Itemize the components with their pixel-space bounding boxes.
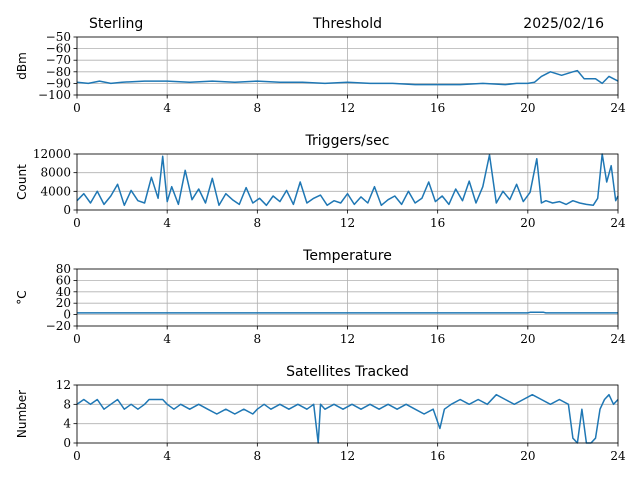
triggers-ytick-label: 4000 <box>40 184 71 198</box>
threshold-ytick-label: −60 <box>46 42 71 56</box>
temperature-series-line <box>77 311 618 314</box>
temperature-xtick-label: 24 <box>610 332 626 346</box>
satellites-xtick-label: 4 <box>163 449 171 463</box>
triggers-xtick-label: 8 <box>254 216 262 230</box>
satellites-title: Satellites Tracked <box>286 364 409 380</box>
threshold-series-line <box>76 69 619 86</box>
temperature-xtick-label: 4 <box>163 332 171 346</box>
threshold-xtick-label: 12 <box>340 101 355 115</box>
threshold-xtick-label: 24 <box>610 101 626 115</box>
threshold-ytick-label: −70 <box>46 53 71 67</box>
satellites-xtick-label: 8 <box>254 449 262 463</box>
temperature-ytick-label: 40 <box>56 285 71 299</box>
satellites-xtick-label: 0 <box>73 449 81 463</box>
chart-panels: 0 4 8 12 16 20 24 −100−90−80−70−60−50 Threshold d… <box>15 16 626 463</box>
threshold-xtick-label: 4 <box>163 101 171 115</box>
triggers-xtick-label: 0 <box>73 216 81 230</box>
temperature-xtick-label: 8 <box>254 332 262 346</box>
temperature-ytick-label: 80 <box>56 262 71 276</box>
triggers-series-line <box>76 153 619 207</box>
satellites-xtick-label: 24 <box>610 449 626 463</box>
satellites-panel: 0 4 8 12 16 20 24 0 4 8 12 Satellites Tracked Number <box>15 364 626 463</box>
triggers-xtick-label: 16 <box>430 216 445 230</box>
satellites-ylabel: Number <box>15 390 29 438</box>
station-name: Sterling <box>89 16 143 32</box>
temperature-xtick-label: 16 <box>430 332 445 346</box>
satellites-xtick-label: 16 <box>430 449 445 463</box>
temperature-ytick-label: 60 <box>56 273 71 287</box>
satellites-ytick-label: 4 <box>63 417 71 431</box>
triggers-xtick-label: 20 <box>520 216 535 230</box>
triggers-ylabel: Count <box>15 164 29 200</box>
threshold-ytick-label: −80 <box>46 65 71 79</box>
triggers-ytick-label: 8000 <box>40 166 71 180</box>
satellites-ytick-label: 12 <box>56 378 71 392</box>
temperature-xtick-label: 20 <box>520 332 535 346</box>
temperature-ytick-label: −20 <box>46 319 71 333</box>
threshold-ylabel: dBm <box>15 52 29 80</box>
satellites-xtick-label: 12 <box>340 449 355 463</box>
report-date: 2025/02/16 <box>523 16 604 32</box>
threshold-xtick-label: 16 <box>430 101 445 115</box>
satellites-ytick-label: 8 <box>63 397 71 411</box>
temperature-ytick-label: 20 <box>56 296 71 310</box>
threshold-ytick-label: −50 <box>46 30 71 44</box>
threshold-panel: 0 4 8 12 16 20 24 −100−90−80−70−60−50 Threshold d… <box>15 16 626 115</box>
triggers-panel: 0 4 8 12 16 20 24 0 4000 8000 12000 Triggers/sec Cou… <box>15 133 626 230</box>
temperature-xtick-label: 12 <box>340 332 355 346</box>
triggers-xtick-label: 4 <box>163 216 171 230</box>
triggers-title: Triggers/sec <box>305 133 390 149</box>
threshold-title: Threshold <box>312 16 382 32</box>
triggers-ytick-label: 12000 <box>33 147 71 161</box>
triggers-ytick-label: 0 <box>63 203 71 217</box>
temperature-ylabel: °C <box>15 290 29 304</box>
satellites-ytick-label: 0 <box>63 436 71 450</box>
temperature-xtick-label: 0 <box>73 332 81 346</box>
temperature-title: Temperature <box>302 248 392 264</box>
satellites-xtick-label: 20 <box>520 449 535 463</box>
triggers-xtick-label: 12 <box>340 216 355 230</box>
threshold-xtick-label: 8 <box>254 101 262 115</box>
threshold-xtick-label: 20 <box>520 101 535 115</box>
triggers-xtick-label: 24 <box>610 216 626 230</box>
threshold-xtick-label: 0 <box>73 101 81 115</box>
threshold-ytick-label: −90 <box>46 76 71 90</box>
threshold-ytick-label: −100 <box>38 88 71 102</box>
temperature-ytick-label: 0 <box>63 308 71 322</box>
satellites-series-line <box>76 393 619 444</box>
